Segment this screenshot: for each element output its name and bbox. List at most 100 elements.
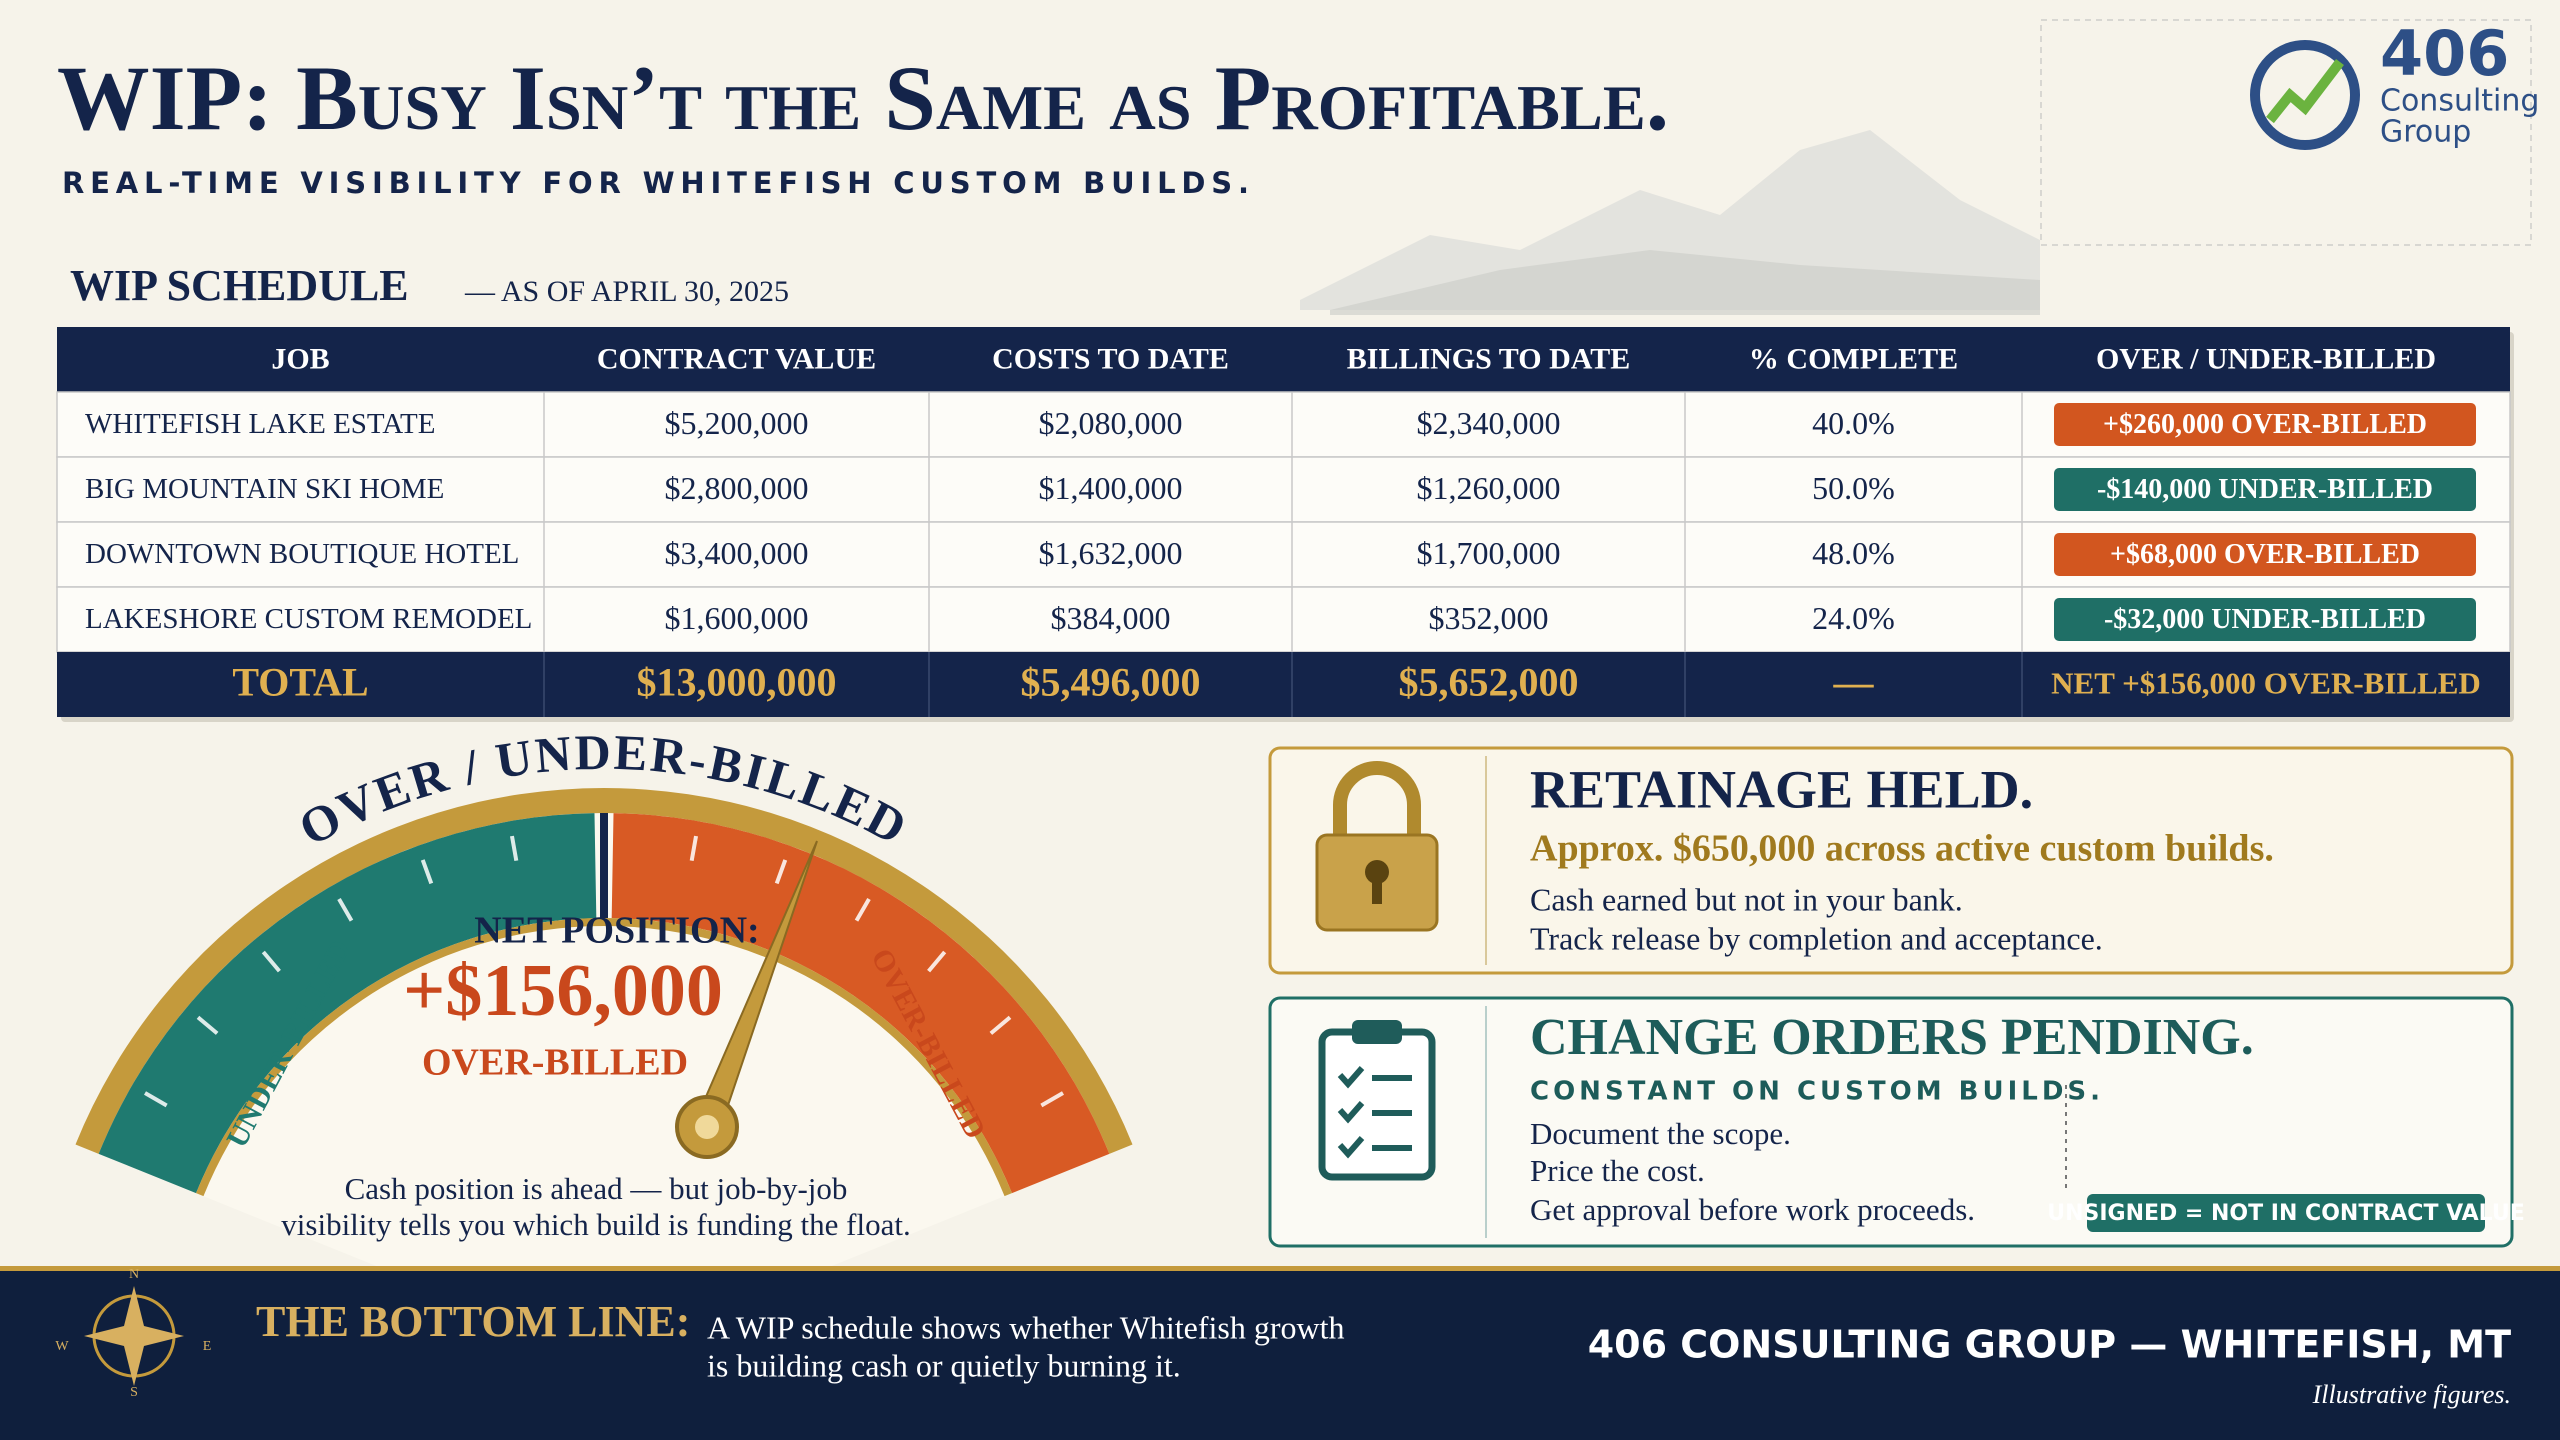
net-value: +$156,000 xyxy=(403,950,723,1032)
gauge-over-band xyxy=(611,813,1110,1194)
change-orders-title: CHANGE ORDERS PENDING. xyxy=(1530,1009,2254,1066)
gauge-tick xyxy=(420,859,434,885)
cell-value: $3,400,000 xyxy=(665,535,809,571)
total-cell: NET +$156,000 OVER-BILLED xyxy=(2051,666,2481,701)
unsigned-badge-text: UNSIGNED = NOT IN CONTRACT VALUE xyxy=(2047,1201,2525,1226)
compass-letter: N xyxy=(129,1267,139,1282)
bottom-line-text: A WIP schedule shows whether Whitefish g… xyxy=(707,1309,1345,1345)
change-orders-line: Get approval before work proceeds. xyxy=(1530,1192,1975,1227)
gauge-caption: visibility tells you which build is fund… xyxy=(281,1207,910,1242)
cell-value: $1,260,000 xyxy=(1417,470,1561,506)
gauge-caption: Cash position is ahead — but job-by-job xyxy=(345,1171,848,1206)
treeline xyxy=(1330,250,2040,315)
cell-value: $2,080,000 xyxy=(1039,405,1183,441)
footer-note: Illustrative figures. xyxy=(2312,1380,2511,1409)
logo-frame xyxy=(2040,19,2532,246)
cell-value: 24.0% xyxy=(1812,600,1895,636)
cell-value: 40.0% xyxy=(1812,405,1895,441)
gauge-pivot-center xyxy=(695,1115,719,1139)
gauge-tick xyxy=(261,950,281,973)
cell-value: 48.0% xyxy=(1812,535,1895,571)
cell-value: $384,000 xyxy=(1051,600,1171,636)
footer-brand: 406 CONSULTING GROUP — WHITEFISH, MT xyxy=(1588,1323,2511,1367)
lock-shackle xyxy=(1333,761,1421,840)
column-header: BILLINGS TO DATE xyxy=(1347,342,1630,375)
gauge-tick xyxy=(1040,1091,1064,1108)
logo-name: Consulting xyxy=(2380,84,2539,119)
gauge-under-band xyxy=(98,813,597,1194)
status-badge-text: -$32,000 UNDER-BILLED xyxy=(2104,604,2426,635)
retainage-card xyxy=(1268,746,2514,975)
job-name: LAKESHORE CUSTOM REMODEL xyxy=(85,603,532,635)
table-header xyxy=(57,327,2510,392)
column-header: COSTS TO DATE xyxy=(992,342,1229,375)
bottom-line-label: THE BOTTOM LINE: xyxy=(256,1297,690,1346)
gauge-tick xyxy=(854,898,871,922)
cell-value: $1,700,000 xyxy=(1417,535,1561,571)
change-orders-subtitle: CONSTANT ON CUSTOM BUILDS. xyxy=(1530,1077,2104,1107)
total-row xyxy=(57,652,2510,717)
footer-rule xyxy=(0,1266,2560,1271)
column-header: JOB xyxy=(271,342,329,375)
title: WIP: Busy Isn’t the Same as Profitable. xyxy=(57,47,1669,149)
mountains xyxy=(1300,130,2040,310)
compass-star xyxy=(84,1286,184,1386)
retainage-highlight: Approx. $650,000 across active custom bu… xyxy=(1530,828,2274,870)
gauge-tick xyxy=(509,835,519,862)
logo-ring xyxy=(2250,40,2360,150)
gauge-tick xyxy=(196,1015,219,1035)
job-name: BIG MOUNTAIN SKI HOME xyxy=(85,473,444,505)
column-header: OVER / UNDER-BILLED xyxy=(2096,342,2436,375)
compass-letter: W xyxy=(55,1339,69,1354)
compass-letter: S xyxy=(130,1385,138,1400)
keyhole xyxy=(1372,876,1382,904)
status-badge xyxy=(2054,533,2476,576)
status-badge xyxy=(2054,468,2476,511)
clipboard xyxy=(1318,1028,1436,1181)
gauge-tick xyxy=(989,1015,1012,1035)
logo-number: 406 xyxy=(2380,17,2509,90)
subtitle: REAL-TIME VISIBILITY FOR WHITEFISH CUSTO… xyxy=(62,166,1249,200)
bottom-line-text: is building cash or quietly burning it. xyxy=(707,1347,1181,1383)
total-cell: $5,652,000 xyxy=(1399,660,1579,705)
change-orders-card xyxy=(1268,996,2514,1248)
job-name: DOWNTOWN BOUTIQUE HOTEL xyxy=(85,538,519,570)
retainage-line: Cash earned but not in your bank. xyxy=(1530,881,1963,917)
status-badge-text: +$68,000 OVER-BILLED xyxy=(2110,539,2420,570)
keyhole xyxy=(1365,860,1389,884)
column-header: % COMPLETE xyxy=(1749,342,1958,375)
cell-value: $2,800,000 xyxy=(665,470,809,506)
cell-value: $1,632,000 xyxy=(1039,535,1183,571)
logo-arrow xyxy=(2266,58,2344,124)
retainage-title: RETAINAGE HELD. xyxy=(1530,759,2033,819)
cell-value: $5,200,000 xyxy=(665,405,809,441)
schedule-title: WIP SCHEDULE xyxy=(70,261,409,310)
unsigned-badge xyxy=(2087,1194,2485,1232)
job-name: WHITEFISH LAKE ESTATE xyxy=(85,408,435,440)
compass-letter: E xyxy=(203,1339,212,1354)
checkmarks xyxy=(1337,1066,1365,1159)
cell-value: $2,340,000 xyxy=(1417,405,1561,441)
total-cell: TOTAL xyxy=(232,660,368,705)
footer xyxy=(0,1270,2560,1440)
clipboard-clip xyxy=(1352,1020,1402,1044)
net-label: NET POSITION: xyxy=(474,910,759,952)
status-badge-text: -$140,000 UNDER-BILLED xyxy=(2097,474,2433,505)
gauge-tick xyxy=(927,950,947,973)
cell-value: $352,000 xyxy=(1429,600,1549,636)
gauge-tick xyxy=(774,859,788,885)
logo-name: Group xyxy=(2380,115,2471,150)
retainage-line: Track release by completion and acceptan… xyxy=(1530,920,2103,956)
change-orders-line: Price the cost. xyxy=(1530,1153,1705,1188)
status-badge xyxy=(2054,598,2476,641)
wip-table: JOB CONTRACT VALUE COSTS TO DATE BILLINGS T… xyxy=(56,327,2514,722)
gauge-tick xyxy=(144,1091,168,1108)
gauge-rim xyxy=(75,788,1133,1154)
schedule-date: — AS OF APRIL 30, 2025 xyxy=(464,275,789,308)
cell-value: $1,400,000 xyxy=(1039,470,1183,506)
gauge-tick xyxy=(337,898,354,922)
status-badge-text: +$260,000 OVER-BILLED xyxy=(2103,409,2427,440)
total-cell: $5,496,000 xyxy=(1021,660,1201,705)
